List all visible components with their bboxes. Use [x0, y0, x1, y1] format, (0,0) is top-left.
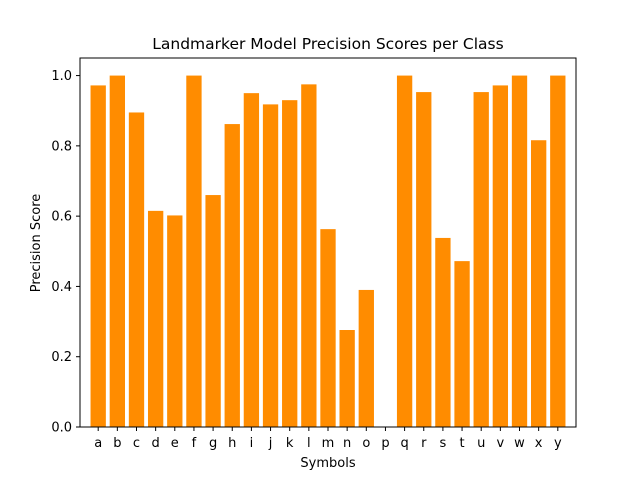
bar-n: [339, 330, 355, 427]
bar-c: [128, 112, 145, 427]
x-tick-label: y: [554, 436, 562, 451]
y-axis-title: Precision Score: [29, 194, 44, 293]
x-tick-label: q: [400, 436, 408, 451]
x-tick-label: l: [307, 436, 311, 451]
chart-title: Landmarker Model Precision Scores per Cl…: [152, 35, 503, 53]
x-tick-label: n: [343, 436, 351, 451]
y-tick-label: 0.6: [51, 210, 72, 225]
x-tick-label: c: [133, 436, 140, 451]
x-tick-label: d: [152, 436, 160, 451]
bars-group: [90, 75, 566, 428]
bar-u: [473, 92, 489, 428]
bar-f: [186, 75, 202, 428]
bar-j: [262, 104, 279, 427]
x-tick-label: i: [250, 436, 254, 451]
bar-b: [109, 75, 126, 428]
y-tick-label: 0.0: [51, 421, 72, 436]
x-tick-label: o: [362, 436, 370, 451]
x-tick-label: b: [113, 436, 121, 451]
bar-h: [224, 124, 240, 427]
x-tick-label: j: [268, 436, 273, 451]
x-tick-label: r: [421, 436, 427, 451]
y-tick-label: 0.2: [51, 350, 72, 365]
x-tick-label: x: [535, 436, 543, 451]
bar-e: [167, 215, 183, 427]
x-tick-label: h: [228, 436, 236, 451]
x-tick-label: f: [192, 436, 197, 451]
bar-r: [416, 92, 432, 428]
x-tick-label: t: [459, 436, 464, 451]
x-tick-label: e: [171, 436, 179, 451]
bar-k: [282, 100, 298, 428]
bar-q: [396, 75, 413, 428]
x-tick-label: p: [381, 436, 389, 451]
x-tick-label: k: [286, 436, 294, 451]
x-tick-label: u: [477, 436, 485, 451]
bar-i: [243, 93, 260, 428]
bar-d: [147, 210, 164, 427]
bar-g: [205, 195, 221, 427]
bar-l: [301, 84, 317, 427]
y-tick-label: 0.4: [51, 280, 72, 295]
bar-t: [454, 261, 470, 427]
bar-y: [550, 75, 566, 428]
bar-v: [492, 85, 509, 427]
x-tick-label: v: [497, 436, 505, 451]
bar-w: [511, 75, 528, 428]
y-ticks-group: 0.0 0.2 0.4 0.6 0.8 1.0: [51, 69, 80, 436]
x-tick-label: m: [322, 436, 335, 451]
bar-a: [90, 85, 106, 427]
x-tick-label: s: [440, 436, 447, 451]
bar-o: [358, 289, 374, 427]
bar-m: [320, 229, 336, 427]
bar-s: [435, 237, 451, 427]
x-tick-label: a: [94, 436, 102, 451]
x-tick-label: g: [209, 436, 217, 451]
y-tick-label: 1.0: [51, 69, 72, 84]
y-tick-label: 0.8: [51, 139, 72, 154]
x-tick-label: w: [514, 436, 525, 451]
bar-x: [530, 140, 547, 427]
x-axis-title: Symbols: [300, 456, 355, 471]
